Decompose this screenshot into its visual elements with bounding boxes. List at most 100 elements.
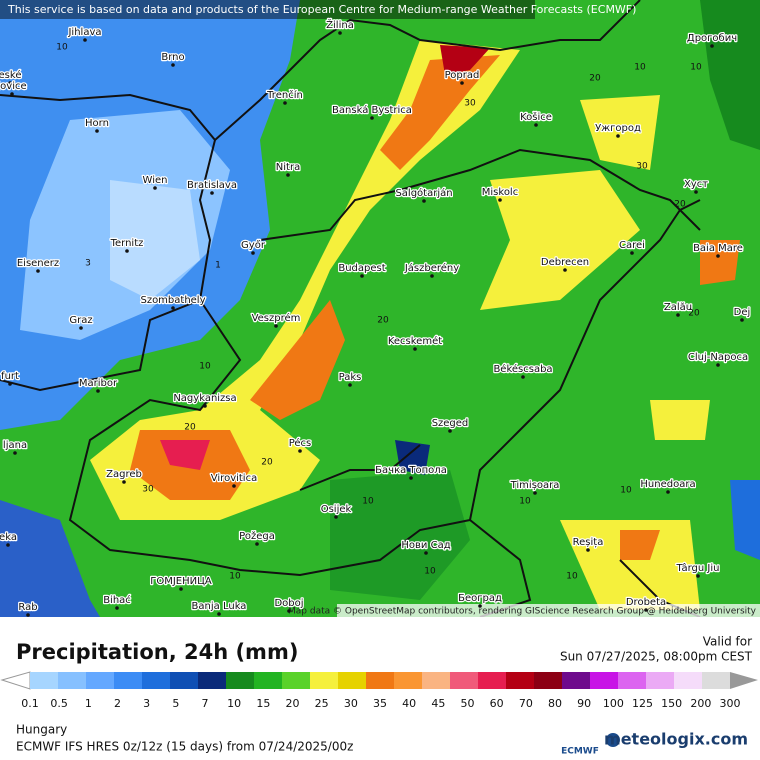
- brand[interactable]: meteologix.com: [604, 730, 748, 749]
- legend-label: 3: [143, 697, 150, 710]
- city-dot: [10, 92, 14, 96]
- legend-label: 125: [632, 697, 653, 710]
- city-dot: [424, 551, 428, 555]
- city-dot: [96, 389, 100, 393]
- city-dot: [171, 63, 175, 67]
- legend-box: [86, 672, 114, 689]
- city-dot: [283, 101, 287, 105]
- borders: [0, 0, 701, 618]
- legend-box: [478, 672, 506, 689]
- valid-time: Sun 07/27/2025, 08:00pm CEST: [560, 650, 753, 664]
- city-label: Trenčín: [266, 89, 303, 101]
- city-label: eka: [0, 532, 17, 543]
- city-dot: [26, 613, 30, 617]
- city-label: ГОМЈЕНИЦА: [150, 576, 212, 587]
- city-dot: [122, 480, 126, 484]
- legend-box: [674, 672, 702, 689]
- city-dot: [644, 608, 648, 612]
- city-dot: [6, 543, 10, 547]
- city-label: Horn: [85, 118, 109, 129]
- city-dot: [251, 251, 255, 255]
- legend-label: 200: [690, 697, 711, 710]
- city-dot: [616, 134, 620, 138]
- legend-label: 5: [172, 697, 179, 710]
- legend-box: [646, 672, 674, 689]
- city-label: Carei: [619, 240, 645, 251]
- city-label: Ужгород: [595, 123, 641, 134]
- legend-label: 100: [603, 697, 624, 710]
- contour-label: 10: [362, 497, 374, 507]
- city-dot: [125, 249, 129, 253]
- legend-label: 0.5: [50, 697, 68, 710]
- city-dot: [710, 44, 714, 48]
- city-dot: [740, 318, 744, 322]
- contour-label: 10: [634, 63, 646, 73]
- valid-label: Valid for: [703, 635, 752, 649]
- city-dot: [716, 254, 720, 258]
- legend-box: [226, 672, 254, 689]
- city-label: eské: [0, 69, 21, 81]
- city-label: Hunedoara: [640, 479, 695, 490]
- city-label: Žilina: [326, 18, 354, 31]
- legend-label: 2: [114, 697, 121, 710]
- city-dot: [533, 491, 537, 495]
- city-label: Хуст: [684, 179, 708, 190]
- legend-label: 60: [490, 697, 504, 710]
- city-label: Salgótarján: [395, 187, 452, 199]
- legend-label: 20: [286, 697, 300, 710]
- city-label: Szombathely: [140, 295, 205, 306]
- city-dot: [115, 606, 119, 610]
- legend-box: [338, 672, 366, 689]
- city-dot: [534, 123, 538, 127]
- city-label: Београд: [458, 593, 502, 604]
- map-credit: Map data © OpenStreetMap contributors, r…: [288, 607, 757, 617]
- legend-arrow-high: [730, 672, 758, 689]
- legend-label: 15: [256, 697, 270, 710]
- city-dot: [79, 326, 83, 330]
- city-label: Drobeta: [626, 597, 666, 608]
- legend-label: 70: [519, 697, 533, 710]
- city-dot: [666, 490, 670, 494]
- contour-label: 10: [620, 486, 632, 496]
- city-label: Reșița: [573, 537, 604, 548]
- city-label: Pécs: [289, 437, 312, 449]
- city-dot: [676, 313, 680, 317]
- contour-label: 3: [85, 259, 91, 269]
- city-dot: [153, 186, 157, 190]
- contour-label: 30: [142, 485, 154, 495]
- contour-label: 10: [56, 43, 68, 53]
- legend-label: 90: [577, 697, 591, 710]
- city-dot: [716, 363, 720, 367]
- city-dot: [498, 198, 502, 202]
- city-label: Eisenerz: [17, 258, 59, 269]
- city-dot: [360, 274, 364, 278]
- city-label: Jihlava: [67, 27, 101, 38]
- city-dot: [179, 587, 183, 591]
- city-label: ljana: [3, 440, 27, 451]
- city-dot: [409, 476, 413, 480]
- legend-label: 7: [202, 697, 209, 710]
- city-dot: [334, 515, 338, 519]
- city-dot: [696, 574, 700, 578]
- city-label: Debrecen: [541, 257, 589, 268]
- city-dot: [563, 268, 567, 272]
- city-label: jovice: [0, 81, 27, 92]
- attribution: This service is based on data and produc…: [7, 3, 636, 16]
- city-dot: [478, 604, 482, 608]
- city-label: Târgu Jiu: [676, 562, 720, 574]
- city-label: Zagreb: [106, 469, 142, 480]
- city-dot: [422, 199, 426, 203]
- city-label: Jászberény: [404, 262, 459, 274]
- contour-label: 10: [229, 572, 241, 582]
- city-label: Nagykanizsa: [173, 393, 236, 404]
- legend-label: 10: [227, 697, 241, 710]
- title: Precipitation, 24h (mm): [16, 640, 298, 664]
- legend-label: 0.1: [21, 697, 39, 710]
- city-label: Rab: [18, 602, 37, 613]
- legend-box: [58, 672, 86, 689]
- city-label: furt: [1, 371, 19, 382]
- contour-label: 10: [199, 362, 211, 372]
- city-label: Dej: [734, 307, 751, 318]
